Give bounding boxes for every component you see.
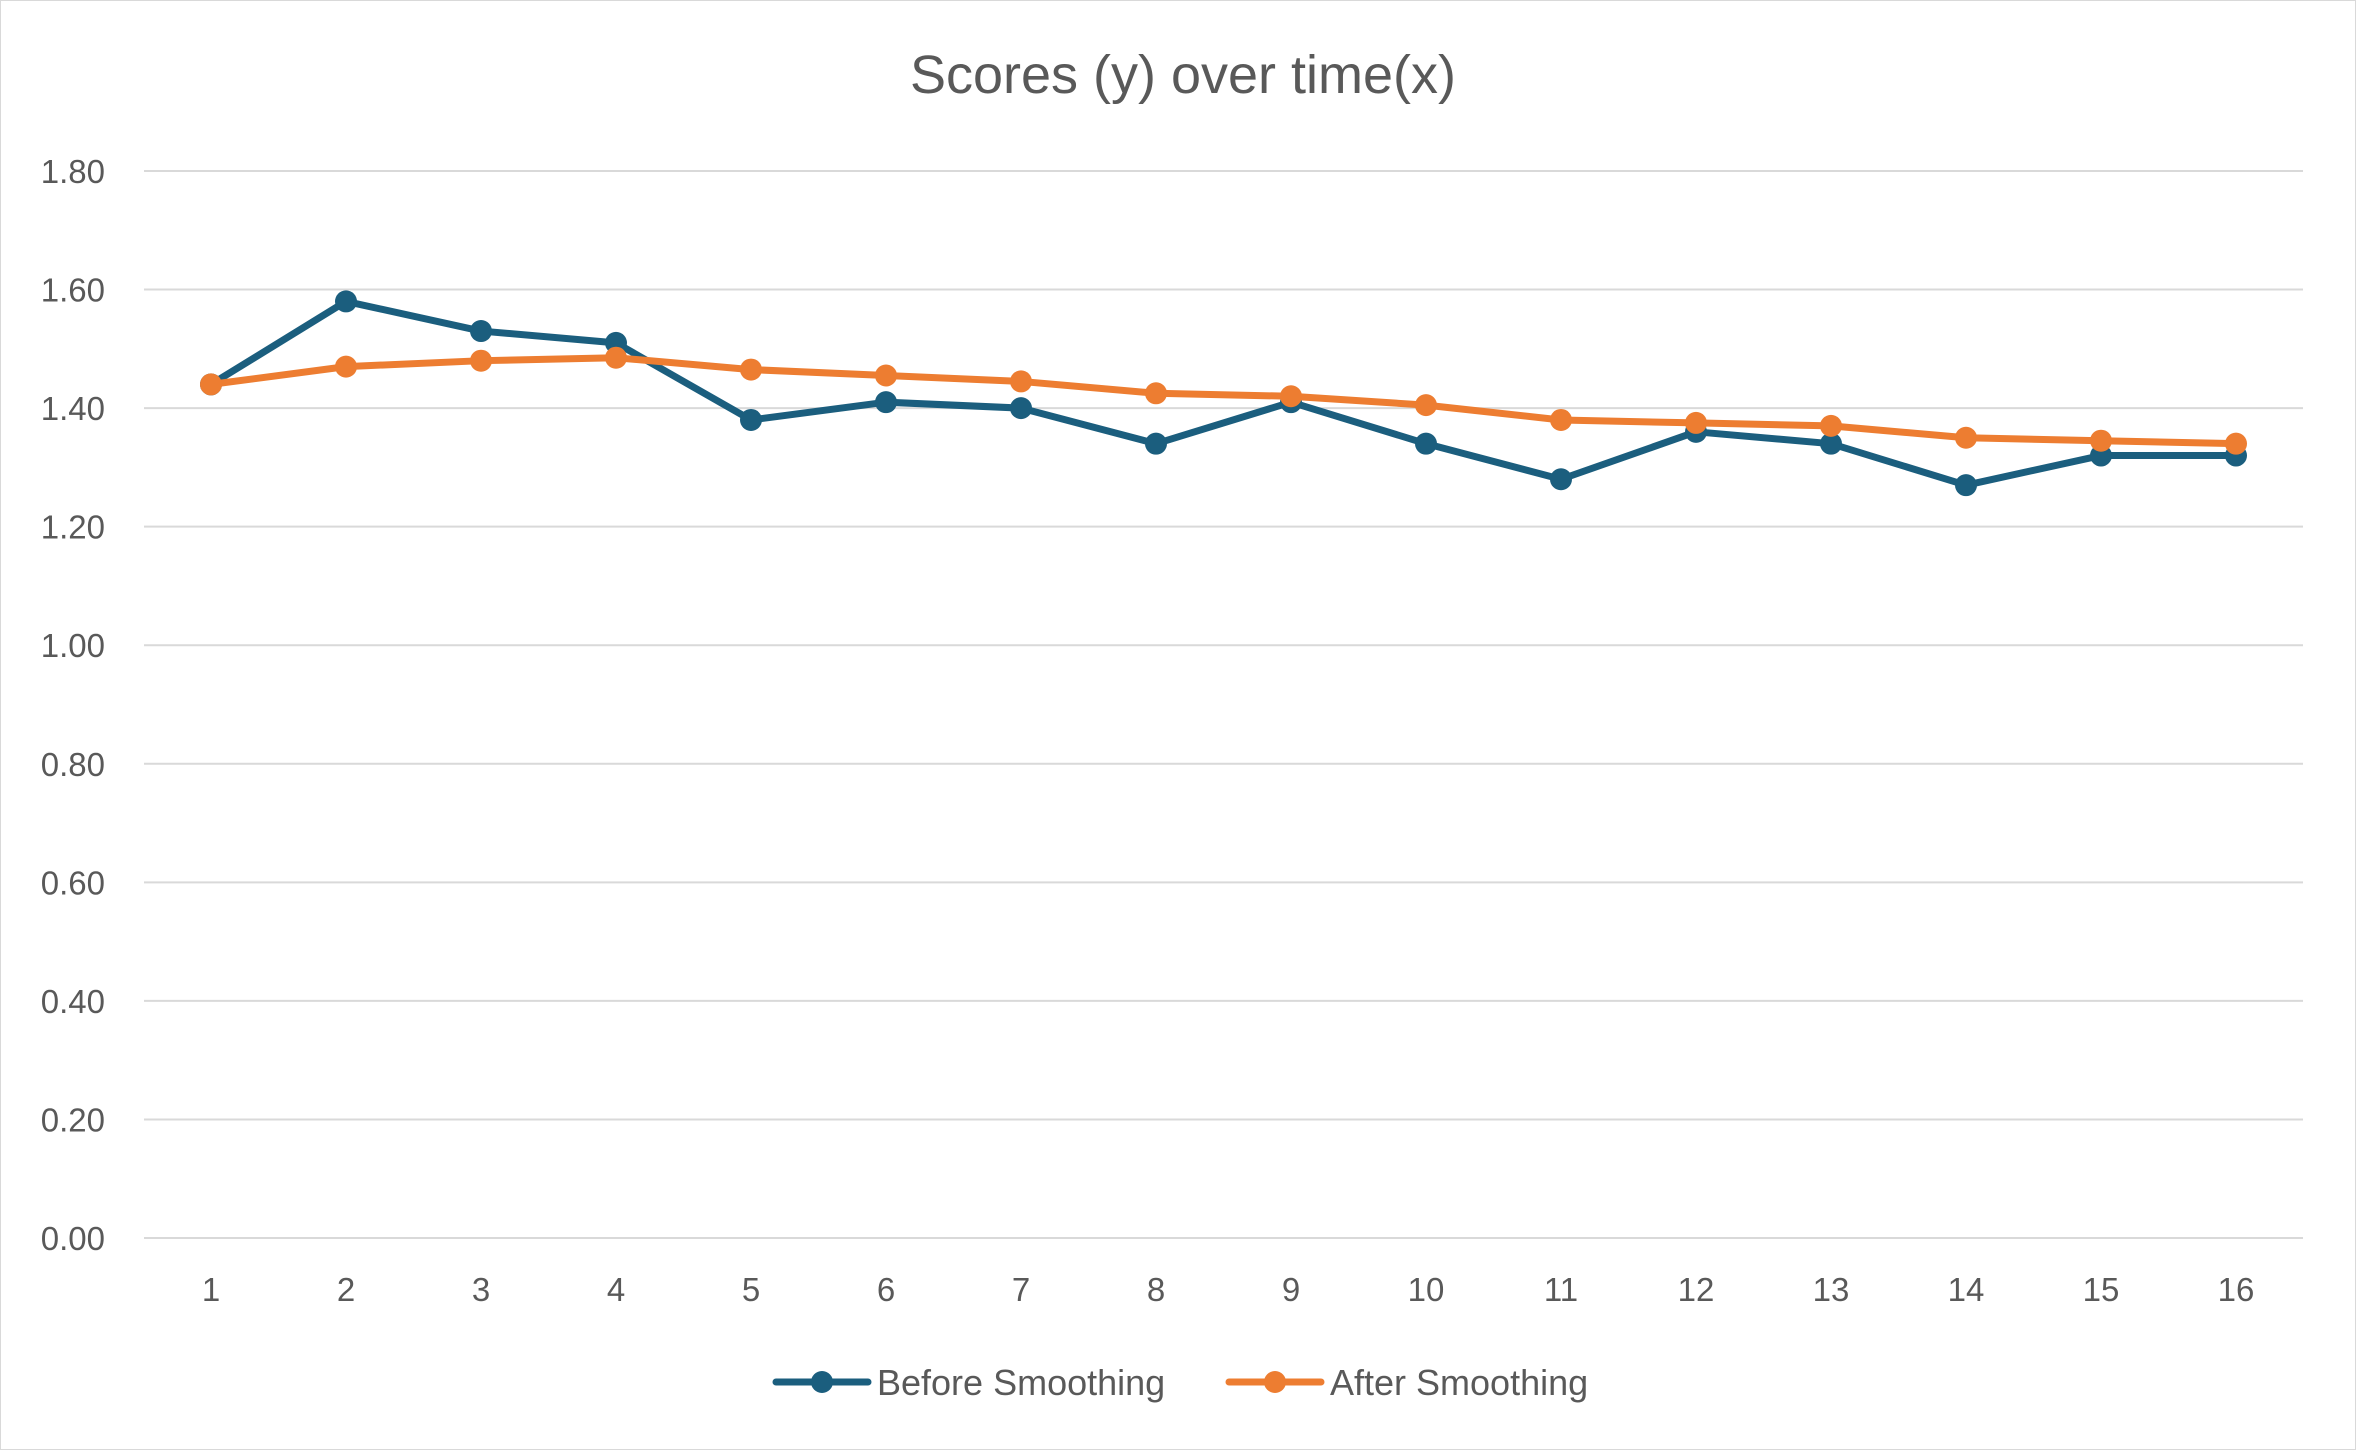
x-tick-label: 13 — [1813, 1271, 1850, 1308]
x-tick-label: 16 — [2218, 1271, 2255, 1308]
y-tick-label: 0.20 — [41, 1101, 105, 1138]
gridlines — [144, 170, 2303, 1239]
data-point — [1415, 432, 1437, 455]
y-tick-label: 1.20 — [41, 509, 105, 546]
data-point — [335, 355, 357, 378]
legend-swatch-marker — [811, 1371, 833, 1393]
data-point — [875, 364, 897, 387]
data-point — [1145, 432, 1167, 455]
x-tick-label: 9 — [1282, 1271, 1300, 1308]
y-tick-label: 1.00 — [41, 627, 105, 664]
x-tick-label: 3 — [472, 1271, 490, 1308]
series-layer — [200, 290, 2247, 497]
data-point — [1550, 408, 1572, 431]
legend-swatch-marker — [1264, 1371, 1286, 1393]
data-point — [605, 346, 627, 369]
x-tick-label: 11 — [1544, 1271, 1578, 1308]
y-tick-label: 0.60 — [41, 864, 105, 901]
data-point — [1685, 411, 1707, 434]
series-after-smoothing — [200, 346, 2247, 455]
y-tick-label: 1.60 — [41, 272, 105, 309]
data-point — [470, 349, 492, 372]
x-tick-label: 1 — [202, 1271, 220, 1308]
y-tick-label: 0.80 — [41, 746, 105, 783]
x-tick-label: 12 — [1678, 1271, 1715, 1308]
legend-label: After Smoothing — [1330, 1362, 1588, 1403]
legend: Before Smoothing After Smoothing — [772, 1362, 1588, 1403]
x-tick-label: 4 — [607, 1271, 625, 1308]
y-tick-label: 0.00 — [41, 1220, 105, 1257]
data-point — [1955, 474, 1977, 497]
x-tick-label: 15 — [2083, 1271, 2120, 1308]
y-tick-label: 1.40 — [41, 390, 105, 427]
series-line — [207, 297, 2240, 489]
x-axis: 1 2 3 4 5 6 7 8 9 10 11 12 13 14 15 16 — [202, 1271, 2255, 1308]
x-tick-label: 6 — [877, 1271, 895, 1308]
data-point — [1415, 394, 1437, 417]
data-point — [1010, 370, 1032, 393]
data-point — [2225, 432, 2247, 455]
y-tick-label: 1.80 — [41, 153, 105, 190]
x-tick-label: 7 — [1012, 1271, 1030, 1308]
data-point — [875, 391, 897, 414]
data-point — [200, 373, 222, 396]
y-tick-label: 0.40 — [41, 983, 105, 1020]
data-point — [2090, 429, 2112, 452]
x-tick-label: 5 — [742, 1271, 760, 1308]
legend-entry: Before Smoothing — [772, 1362, 1165, 1403]
data-point — [1820, 432, 1842, 455]
data-point — [1010, 397, 1032, 420]
legend-label: Before Smoothing — [877, 1362, 1165, 1403]
data-point — [740, 408, 762, 431]
data-point — [1145, 382, 1167, 405]
data-point — [1820, 414, 1842, 437]
data-point — [1280, 385, 1302, 408]
data-point — [1955, 426, 1977, 449]
x-tick-label: 2 — [337, 1271, 355, 1308]
chart-title: Scores (y) over time(x) — [910, 45, 1456, 105]
data-point — [470, 320, 492, 343]
x-tick-label: 14 — [1948, 1271, 1985, 1308]
data-point — [335, 290, 357, 313]
series-line — [207, 354, 2240, 448]
x-tick-label: 8 — [1147, 1271, 1165, 1308]
data-point — [1550, 468, 1572, 491]
y-axis: 0.00 0.20 0.40 0.60 0.80 1.00 1.20 1.40 1.60 1.80 — [41, 153, 105, 1257]
x-tick-label: 10 — [1408, 1271, 1445, 1308]
data-point — [740, 358, 762, 381]
legend-entry: After Smoothing — [1225, 1362, 1588, 1403]
